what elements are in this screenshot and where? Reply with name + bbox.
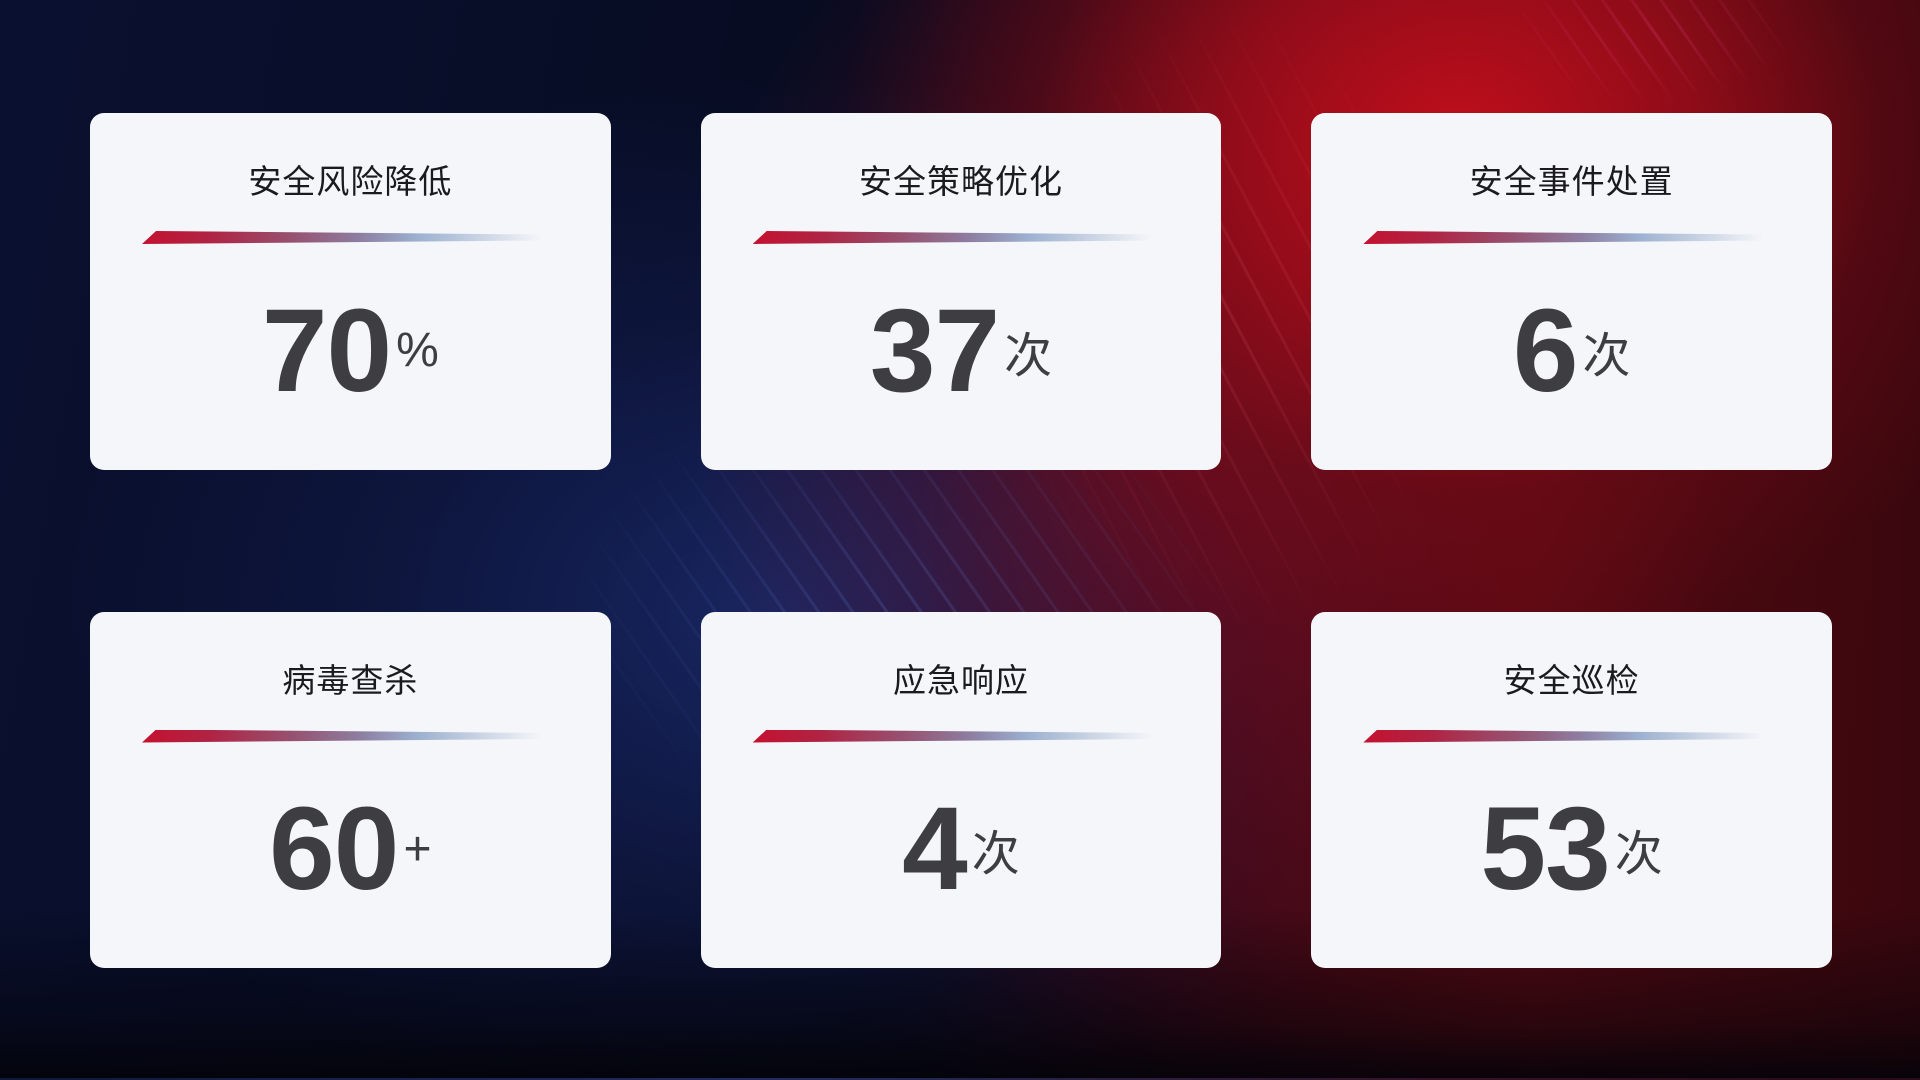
card-value: 70 xyxy=(261,284,392,417)
card-divider xyxy=(1363,231,1780,244)
stat-card-risk-reduction: 安全风险降低 70% xyxy=(90,113,611,470)
card-title: 安全风险降低 xyxy=(248,163,453,200)
card-divider xyxy=(1363,729,1780,743)
card-title: 病毒查杀 xyxy=(282,661,419,699)
card-value-row: 60 + xyxy=(142,743,559,969)
card-unit: % xyxy=(396,324,439,378)
card-title: 安全巡检 xyxy=(1503,661,1640,699)
card-unit: 次 xyxy=(971,828,1020,882)
card-title: 安全策略优化 xyxy=(858,163,1063,200)
card-value: 60 xyxy=(269,783,399,916)
card-value-row: 53 次 xyxy=(1363,743,1780,969)
card-value: 37 xyxy=(869,284,1000,417)
card-title: 安全事件处置 xyxy=(1469,163,1674,200)
stat-card-security-inspection: 安全巡检 53 次 xyxy=(1311,611,1832,969)
card-divider xyxy=(142,231,559,244)
stat-card-virus-scan: 病毒查杀 60 + xyxy=(90,611,611,969)
card-divider xyxy=(142,729,559,743)
card-unit: 次 xyxy=(1582,329,1631,383)
card-value-row: 37 次 xyxy=(753,244,1170,470)
card-value-row: 70% xyxy=(142,244,559,470)
card-value: 4 xyxy=(902,783,968,916)
card-value: 53 xyxy=(1480,783,1611,916)
card-unit: 次 xyxy=(1004,329,1053,383)
card-unit: + xyxy=(403,822,432,876)
stat-card-policy-optimization: 安全策略优化 37 次 xyxy=(700,113,1222,470)
card-divider xyxy=(752,231,1170,244)
card-divider xyxy=(752,729,1170,743)
card-unit: 次 xyxy=(1614,828,1663,882)
card-value: 6 xyxy=(1512,284,1579,417)
card-title: 应急响应 xyxy=(892,661,1029,699)
